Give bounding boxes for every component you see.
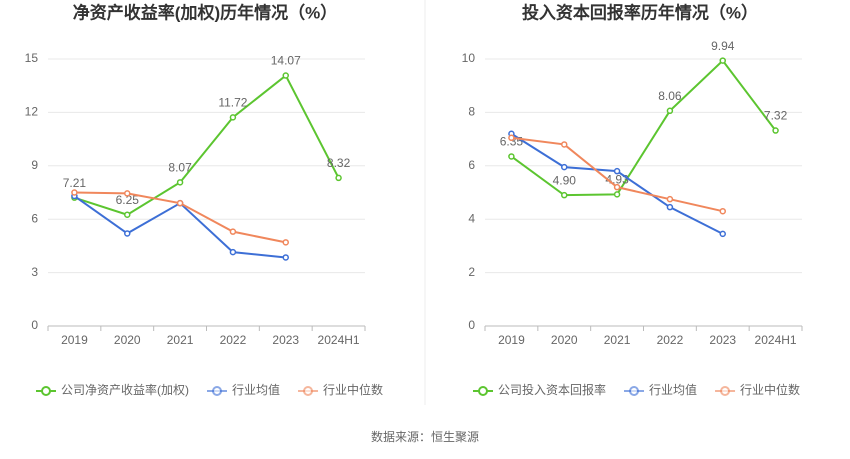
- legend-label: 行业中位数: [740, 382, 800, 397]
- data-label: 6.25: [116, 193, 140, 207]
- point: [229, 248, 237, 256]
- x-tick-label: 2022: [657, 333, 684, 347]
- y-tick-label: 6: [31, 211, 38, 225]
- point: [508, 153, 515, 160]
- chart-title: 投入资本回报率历年情况（%）: [522, 2, 758, 22]
- data-label: 8.07: [168, 161, 192, 175]
- legend-marker: [720, 386, 731, 396]
- x-tick-label: 2024H1: [318, 333, 360, 347]
- y-tick-label: 9: [31, 158, 38, 172]
- legend-marker: [629, 386, 640, 396]
- point: [772, 127, 779, 134]
- x-tick-label: 2020: [114, 333, 141, 347]
- y-tick-label: 10: [462, 51, 476, 65]
- chart-title: 净资产收益率(加权)历年情况（%）: [73, 2, 337, 22]
- point: [561, 191, 568, 199]
- data-label: 9.94: [711, 39, 735, 53]
- point: [719, 230, 726, 238]
- y-tick-label: 4: [468, 211, 475, 225]
- point: [282, 72, 289, 79]
- data-label: 11.72: [218, 96, 247, 110]
- point: [229, 228, 237, 235]
- data-label: 8.32: [327, 156, 351, 170]
- x-tick-label: 2023: [709, 333, 736, 347]
- point: [613, 191, 621, 198]
- y-tick-label: 8: [468, 105, 475, 119]
- point: [176, 199, 184, 207]
- point: [124, 230, 131, 237]
- point: [613, 183, 621, 191]
- series-line: [74, 74, 340, 216]
- x-tick-label: 2019: [61, 333, 88, 347]
- data-label: 14.07: [271, 54, 301, 68]
- source: 数据来源：恒生聚源: [371, 429, 479, 444]
- data-label: 7.32: [764, 109, 788, 123]
- point: [124, 190, 131, 197]
- point: [335, 174, 342, 182]
- legend-marker: [212, 386, 222, 396]
- x-tick-label: 2021: [604, 333, 631, 347]
- point: [719, 207, 726, 215]
- y-tick-label: 3: [31, 265, 38, 279]
- point: [282, 254, 289, 261]
- y-tick-label: 2: [468, 265, 475, 279]
- point: [719, 57, 726, 64]
- point: [176, 179, 184, 186]
- point: [666, 203, 674, 211]
- y-tick-label: 6: [468, 158, 475, 172]
- series-line: [510, 59, 777, 197]
- legend-marker: [303, 386, 314, 396]
- legend-label: 公司净资产收益率(加权): [61, 382, 189, 397]
- x-tick-label: 2022: [220, 333, 247, 347]
- legend-label: 行业均值: [649, 382, 697, 397]
- y-tick-label: 12: [25, 105, 39, 119]
- x-tick-label: 2020: [551, 333, 578, 347]
- point: [229, 114, 237, 121]
- y-tick-label: 0: [468, 318, 475, 332]
- point: [71, 189, 78, 196]
- point: [666, 195, 674, 203]
- data-label: 4.90: [553, 173, 577, 187]
- point: [666, 107, 674, 115]
- data-label: 7.21: [63, 176, 87, 190]
- point: [561, 163, 568, 171]
- legend-label: 公司投入资本回报率: [498, 382, 606, 397]
- y-tick-label: 0: [31, 318, 38, 332]
- point: [124, 211, 131, 218]
- point: [282, 239, 289, 246]
- legend-label: 行业中位数: [323, 382, 383, 397]
- data-label: 8.06: [658, 89, 682, 103]
- point: [508, 134, 515, 142]
- x-tick-label: 2019: [498, 333, 525, 347]
- x-tick-label: 2023: [272, 333, 299, 347]
- legend-marker: [41, 386, 51, 396]
- x-tick-label: 2024H1: [755, 333, 797, 347]
- point: [561, 141, 568, 148]
- point: [613, 167, 621, 175]
- y-tick-label: 15: [25, 51, 39, 65]
- legend-label: 行业均值: [232, 382, 280, 397]
- x-tick-label: 2021: [167, 333, 194, 347]
- legend-marker: [478, 386, 488, 396]
